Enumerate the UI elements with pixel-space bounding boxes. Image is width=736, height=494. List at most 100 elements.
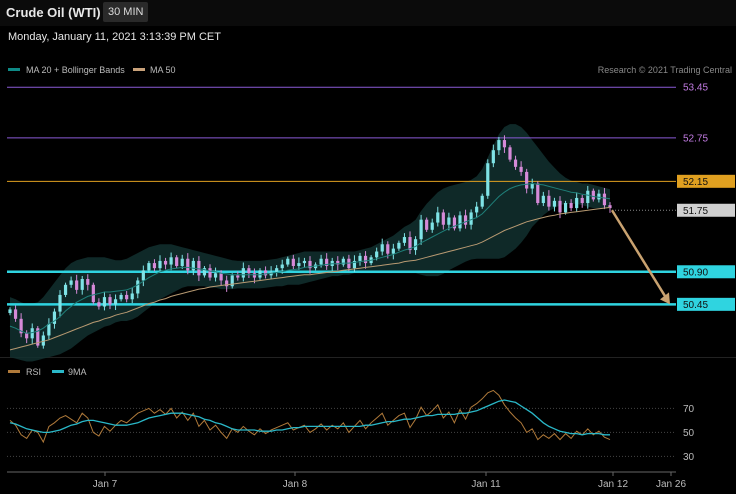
candle-body [141,270,145,281]
level-label-52.15: 52.15 [683,177,708,188]
level-badge-52.15 [677,174,735,188]
level-badge-51.75 [677,203,735,217]
candle-body [447,217,451,225]
candle-body [569,203,573,209]
rsi-ma-legend-label: 9MA [68,367,87,377]
legend-swatch-ma20 [8,68,20,71]
legend: MA 20 + Bollinger Bands MA 50 Research ©… [8,65,732,75]
candle-body [486,163,490,196]
candle-body [191,260,195,271]
candle-body [130,293,134,300]
panel-separator [0,357,736,358]
time-tick-label: Jan 8 [283,479,308,490]
candle-body [258,270,262,278]
rsi-tick-70: 70 [683,404,695,415]
rsi-panel: 70 50 30 [7,389,695,463]
candle-body [413,239,418,251]
rsi-legend: RSI 9MA [8,367,87,377]
candle-body [13,309,18,319]
candle-body [502,140,507,148]
candle-body [213,273,218,278]
candle-body [308,260,312,269]
forecast-arrowhead [660,292,670,305]
candle-body [586,190,590,204]
candle-body [58,294,62,312]
candle-body [519,166,523,172]
candle-body [425,219,429,230]
candle-body [458,215,462,229]
candle-body [30,328,34,339]
level-label-50.90: 50.90 [683,267,708,278]
candle-body [263,270,268,276]
legend-swatch-9ma [52,370,64,373]
candle-body [363,255,368,264]
candle-body [136,280,140,294]
candle-body [102,297,107,307]
time-axis: Jan 7 Jan 8 Jan 11 Jan 12 Jan 26 [7,471,686,490]
candle-body [80,279,84,290]
candle-body [286,258,290,265]
candle-body [402,237,407,243]
candle-body [430,222,434,230]
candle-body [452,217,457,229]
candle-body [47,323,51,336]
candle-body [241,268,245,278]
candle-body [158,260,162,269]
level-label-52.75: 52.75 [683,133,708,144]
timestamp: Monday, January 11, 2021 3:13:39 PM CET [8,31,221,43]
candle-body [563,203,568,213]
rsi-line [9,389,611,444]
candle-body [297,263,301,266]
candle-body [475,206,479,213]
candle-body [513,159,518,167]
level-label-53.45: 53.45 [683,83,708,94]
candle-body [380,244,384,252]
time-tick-label: Jan 7 [93,479,118,490]
candle-body [119,294,123,300]
candle-body [186,258,190,271]
candle-body [19,318,23,334]
candle-body [97,302,101,307]
candle-body [291,258,295,266]
rsi-tick-30: 30 [683,452,695,463]
candle-body [469,212,473,225]
candle-body [341,258,345,265]
candle-body [247,268,251,274]
candle-body [113,299,118,305]
candle-body [275,268,279,272]
forecast-arrow [610,209,669,300]
candle-body [36,328,40,346]
candle-body [175,257,179,266]
legend-ma20-label: MA 20 + Bollinger Bands [26,65,125,75]
interval-button[interactable]: 30 MIN [103,2,149,22]
time-tick-label: Jan 12 [598,479,628,490]
candle-body [419,219,423,240]
candle-body [125,294,129,300]
chart-header: Crude Oil (WTI) 30 MIN [0,0,736,26]
candle-body [25,333,29,339]
candle-body [530,183,534,189]
legend-swatch-rsi [8,370,20,373]
candle-body [319,258,323,265]
candle-body [552,200,557,207]
candle-body [52,311,57,324]
level-label-51.75: 51.75 [683,206,708,217]
candle-body [491,150,495,164]
candle-body [591,190,595,200]
candle-body [86,279,90,285]
candle-body [541,195,545,204]
candle-body [352,260,357,269]
candle-body [391,248,395,254]
candle-body [63,284,68,295]
candle-body [230,275,234,287]
legend-swatch-ma50 [133,68,145,71]
level-label-50.45: 50.45 [683,300,708,311]
candle-body [480,195,484,207]
candle-body [163,260,168,265]
instrument-title: Crude Oil (WTI) [6,5,101,20]
time-tick-label: Jan 11 [471,479,501,490]
credit: Research © 2021 Trading Central [598,65,732,75]
ma50-line [9,206,611,351]
candle-body [536,183,540,204]
